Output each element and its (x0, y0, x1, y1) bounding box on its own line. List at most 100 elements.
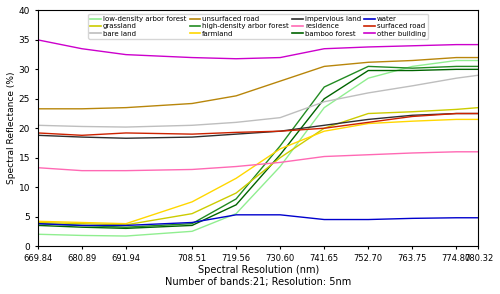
bare land (233, 121, 239, 124)
Line: grassland: grassland (38, 108, 478, 225)
unsurfaced road (35, 107, 41, 111)
farmland (189, 200, 195, 204)
low-density arbor forest (410, 65, 416, 68)
farmland (123, 222, 129, 225)
impervious land (79, 135, 85, 139)
high-density arbor forest (123, 225, 129, 229)
surfaced road (123, 131, 129, 135)
surfaced road (366, 121, 372, 124)
unsurfaced road (277, 79, 283, 83)
bamboo forest (410, 69, 416, 72)
water (476, 216, 482, 220)
unsurfaced road (233, 94, 239, 98)
Line: bare land: bare land (38, 75, 478, 127)
low-density arbor forest (35, 233, 41, 236)
farmland (277, 147, 283, 151)
bamboo forest (189, 224, 195, 227)
bare land (35, 123, 41, 127)
unsurfaced road (410, 59, 416, 62)
grassland (476, 106, 482, 109)
bare land (189, 123, 195, 127)
grassland (454, 108, 460, 111)
farmland (35, 220, 41, 223)
bare land (476, 74, 482, 77)
grassland (189, 212, 195, 216)
unsurfaced road (123, 106, 129, 109)
grassland (277, 156, 283, 159)
low-density arbor forest (189, 230, 195, 233)
other building (79, 47, 85, 51)
high-density arbor forest (233, 197, 239, 201)
bare land (79, 125, 85, 128)
high-density arbor forest (189, 222, 195, 225)
other building (366, 45, 372, 49)
high-density arbor forest (321, 85, 327, 89)
residence (189, 168, 195, 171)
Line: surfaced road: surfaced road (38, 113, 478, 135)
unsurfaced road (189, 102, 195, 105)
residence (233, 165, 239, 168)
Line: residence: residence (38, 152, 478, 171)
surfaced road (410, 115, 416, 118)
Line: other building: other building (38, 40, 478, 59)
surfaced road (79, 133, 85, 137)
grassland (35, 221, 41, 224)
water (410, 217, 416, 220)
unsurfaced road (454, 56, 460, 59)
low-density arbor forest (277, 165, 283, 168)
impervious land (277, 129, 283, 133)
grassland (233, 191, 239, 195)
bare land (366, 91, 372, 95)
surfaced road (189, 132, 195, 136)
low-density arbor forest (233, 212, 239, 216)
residence (366, 153, 372, 156)
water (321, 218, 327, 221)
Line: farmland: farmland (38, 119, 478, 224)
impervious land (189, 135, 195, 139)
bamboo forest (277, 153, 283, 156)
high-density arbor forest (454, 65, 460, 68)
unsurfaced road (476, 56, 482, 59)
bare land (123, 125, 129, 129)
grassland (79, 222, 85, 225)
grassland (410, 110, 416, 113)
Line: high-density arbor forest: high-density arbor forest (38, 66, 478, 227)
grassland (123, 223, 129, 227)
water (277, 213, 283, 217)
surfaced road (454, 112, 460, 115)
high-density arbor forest (476, 65, 482, 68)
Line: impervious land: impervious land (38, 113, 478, 138)
residence (476, 150, 482, 153)
bare land (454, 76, 460, 80)
bamboo forest (321, 97, 327, 101)
impervious land (366, 118, 372, 121)
bamboo forest (79, 225, 85, 229)
unsurfaced road (79, 107, 85, 111)
bare land (410, 84, 416, 88)
Line: unsurfaced road: unsurfaced road (38, 58, 478, 109)
bamboo forest (476, 68, 482, 71)
residence (454, 150, 460, 153)
unsurfaced road (321, 65, 327, 68)
water (233, 213, 239, 217)
high-density arbor forest (366, 65, 372, 68)
surfaced road (35, 131, 41, 135)
surfaced road (321, 126, 327, 130)
other building (35, 38, 41, 42)
X-axis label: Spectral Resolution (nm)
Number of bands:21; Resolution: 5nm: Spectral Resolution (nm) Number of bands… (165, 265, 352, 287)
bamboo forest (233, 203, 239, 207)
bamboo forest (123, 227, 129, 230)
surfaced road (233, 131, 239, 134)
impervious land (233, 132, 239, 136)
farmland (454, 118, 460, 121)
residence (123, 169, 129, 172)
unsurfaced road (366, 61, 372, 64)
impervious land (35, 133, 41, 137)
residence (79, 169, 85, 172)
other building (233, 57, 239, 61)
residence (321, 155, 327, 158)
other building (189, 56, 195, 59)
farmland (476, 118, 482, 121)
farmland (410, 119, 416, 123)
impervious land (321, 123, 327, 127)
